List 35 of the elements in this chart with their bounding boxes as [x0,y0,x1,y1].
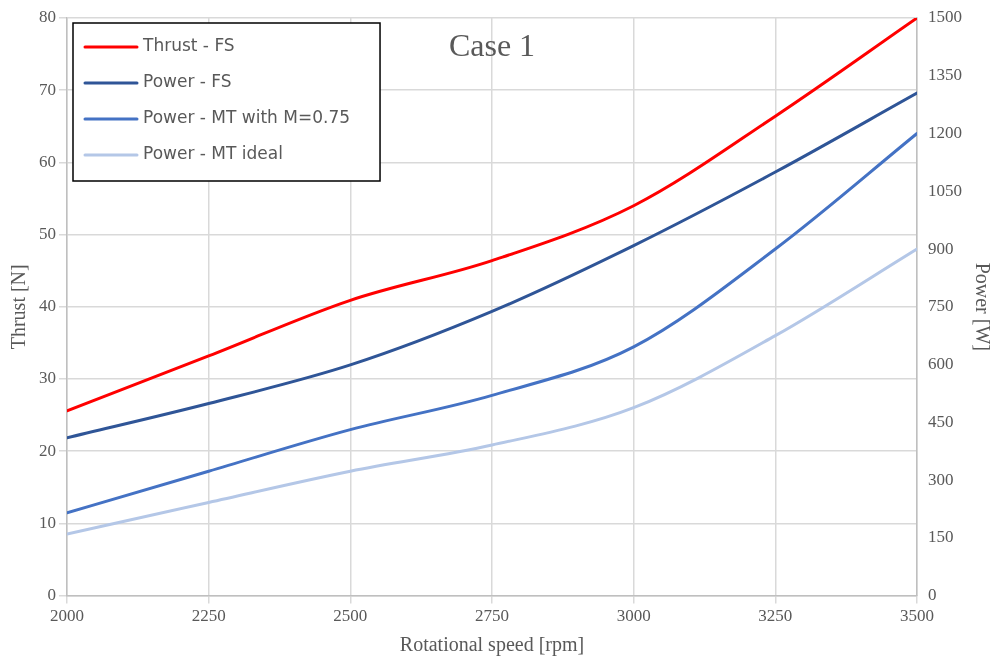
legend-label: Power - MT with M=0.75 [143,107,351,128]
x-axis-title: Rotational speed [rpm] [399,633,585,657]
y-tick-label: 60 [39,151,56,171]
y2-tick-label: 600 [928,354,954,374]
y2-tick-label: 0 [928,585,937,605]
x-tick-label: 3500 [900,606,934,626]
x-tick-label: 2250 [191,606,226,626]
y2-tick-label: 1200 [928,122,962,142]
chart-title: Case 1 [448,27,536,64]
y2-axis-title: Power [W] [971,262,994,351]
x-tick-label: 3250 [758,606,793,626]
y2-tick-label: 1500 [928,7,962,27]
y2-tick-label: 150 [928,527,954,547]
legend-label: Thrust - FS [142,35,235,56]
x-tick-label: 2750 [475,606,509,626]
y-tick-label: 80 [39,7,56,27]
y-tick-label: 0 [47,585,56,605]
y2-tick-label: 300 [928,469,954,489]
y-tick-label: 10 [39,512,56,532]
x-tick-label: 2000 [50,606,84,626]
y-tick-label: 50 [39,224,56,244]
y-axis-title: Thrust [N] [7,264,30,350]
legend-label: Power - FS [143,71,232,92]
y2-tick-label: 1350 [928,65,962,85]
x-tick-label: 3000 [616,606,651,626]
y-tick-label: 70 [39,79,56,99]
y-tick-label: 40 [39,296,56,316]
legend-label: Power - MT ideal [143,143,283,164]
y2-tick-label: 900 [928,238,954,258]
x-tick-label: 2500 [333,606,368,626]
y2-tick-label: 750 [928,296,954,316]
y2-tick-label: 1050 [928,180,962,200]
y2-tick-label: 450 [928,411,954,431]
y-tick-label: 30 [39,368,56,388]
y-tick-label: 20 [39,440,56,460]
